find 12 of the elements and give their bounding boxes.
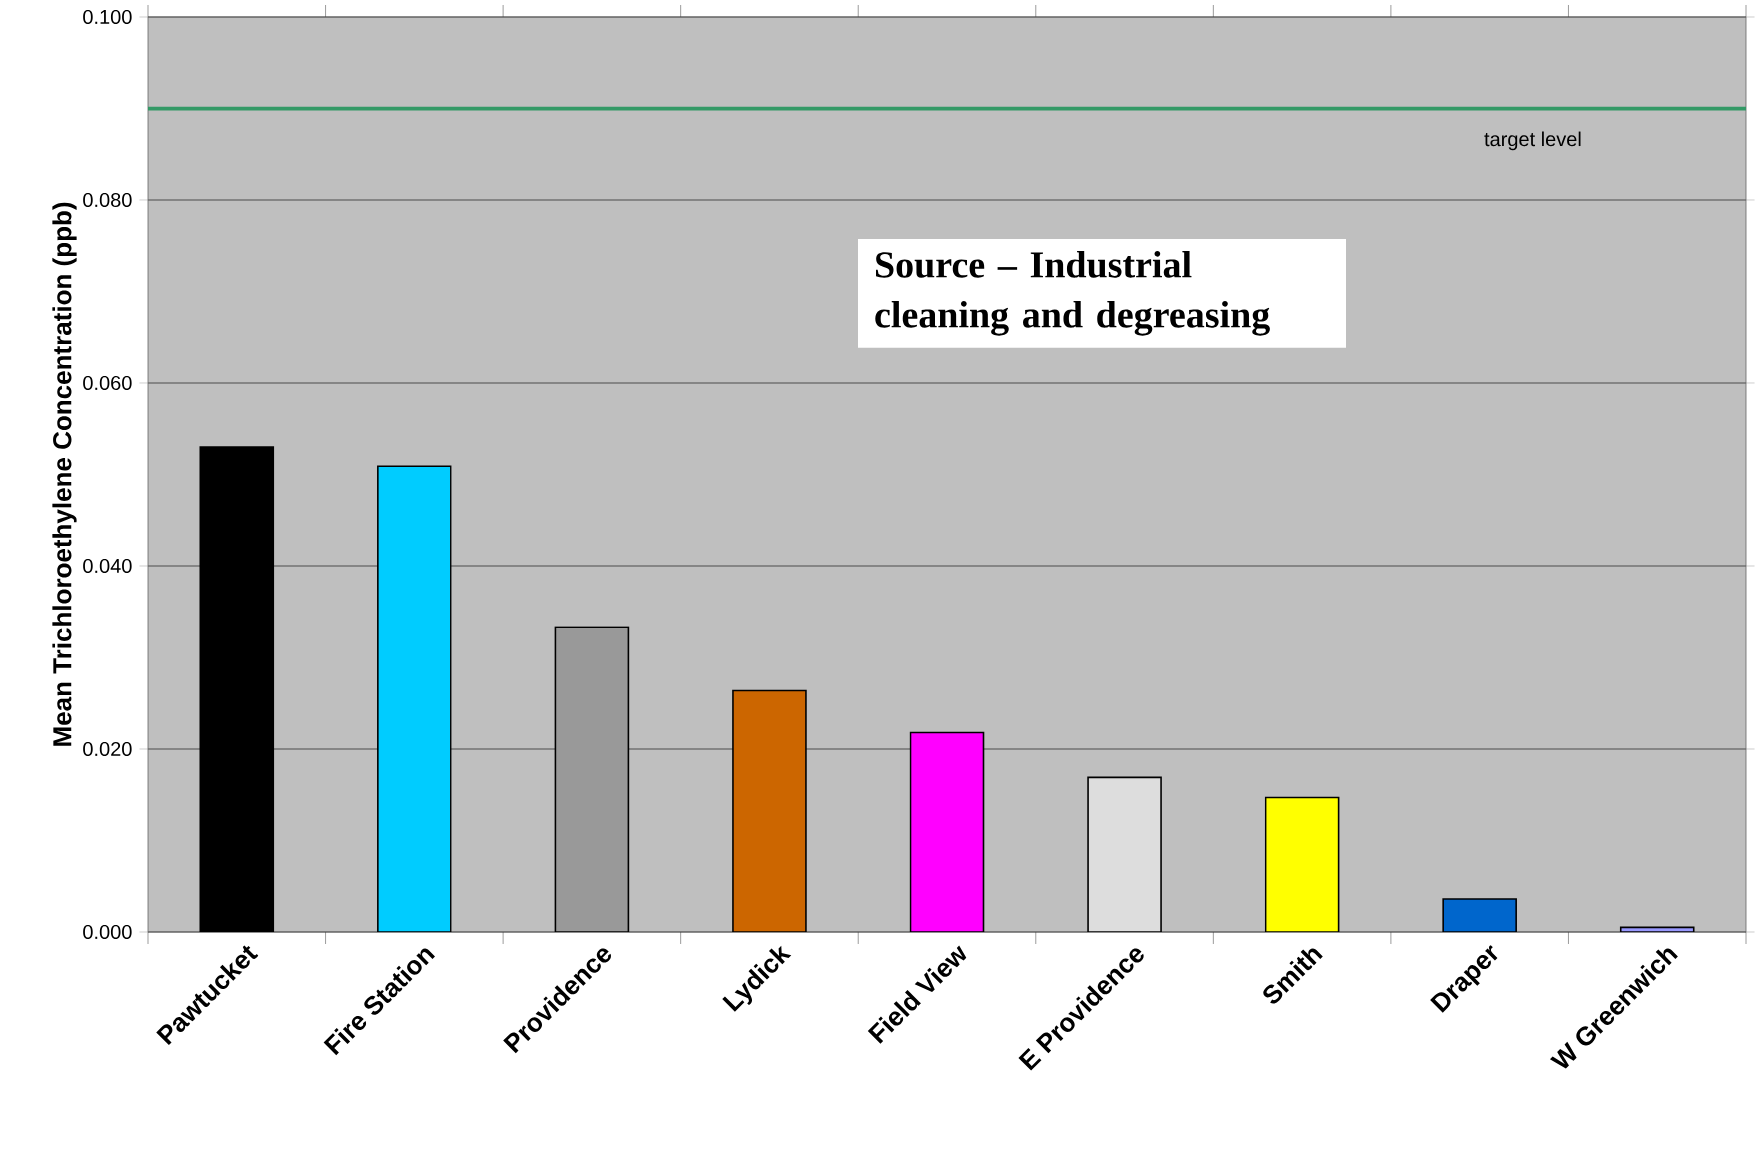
- bar: [199, 446, 275, 932]
- y-tick-label: 0.040: [83, 558, 132, 574]
- y-tick-label: 0.060: [83, 375, 132, 391]
- y-tick-label: 0.020: [83, 741, 132, 757]
- bar: [554, 626, 630, 932]
- y-tick-label: 0.000: [83, 924, 132, 940]
- y-tick-label: 0.100: [83, 9, 132, 25]
- y-tick-label: 0.080: [83, 192, 132, 208]
- y-axis-title: Mean Trichloroethylene Concentration (ppb): [52, 202, 77, 746]
- ref-line-label: target level: [1484, 131, 1581, 151]
- bar: [1442, 898, 1517, 932]
- annotation: Source – Industrial cleaning and degreasing: [875, 250, 1270, 336]
